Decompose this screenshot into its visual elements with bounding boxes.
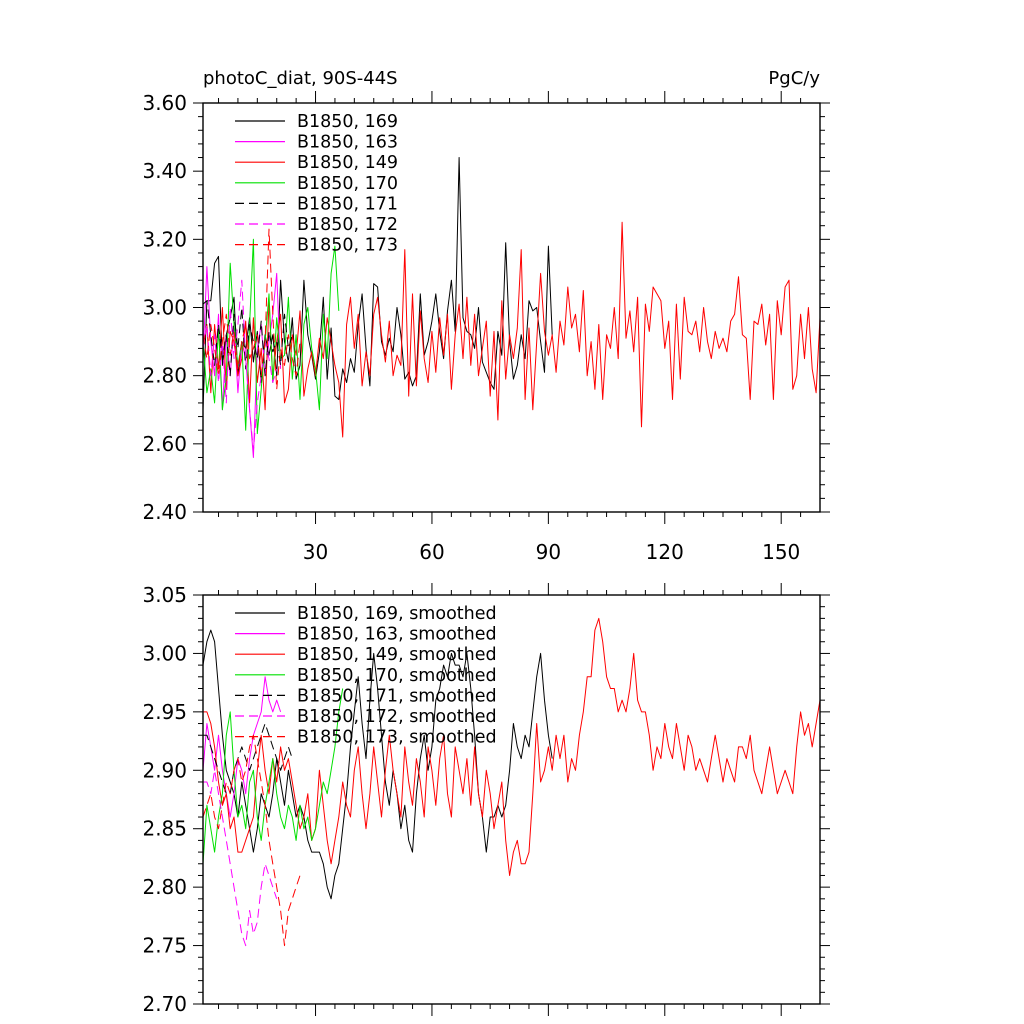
bottom-legend-label-4: B1850, 171, smoothed <box>297 686 497 706</box>
top-series-line-2 <box>203 221 820 438</box>
top-xtick-label-1: 60 <box>419 540 444 564</box>
bottom-ytick-label-1: 2.75 <box>142 934 187 958</box>
top-xtick-label-4: 150 <box>762 540 800 564</box>
top-ytick-label-1: 2.60 <box>142 432 187 456</box>
top-ytick-label-3: 3.00 <box>142 296 187 320</box>
figure-title-left: photoC_diat, 90S-44S <box>203 68 398 89</box>
bottom-ytick-label-4: 2.90 <box>142 758 187 782</box>
top-plot-frame <box>202 102 821 513</box>
bottom-series-line-0 <box>203 629 553 900</box>
top-ytick-label-4: 3.20 <box>142 227 187 251</box>
bottom-chart-axes: 2.70 2.75 2.80 2.85 2.90 2.95 3.00 3.05 <box>142 583 830 1016</box>
top-series-line-0 <box>203 157 553 410</box>
bottom-legend-label-2: B1850, 149, smoothed <box>297 645 497 665</box>
top-series-line-6 <box>203 228 301 390</box>
bottom-legend-label-6: B1850, 173, smoothed <box>297 728 497 748</box>
top-legend-label-5: B1850, 172 <box>297 215 398 235</box>
bottom-series-line-2 <box>203 617 820 876</box>
top-xtick-label-2: 90 <box>536 540 561 564</box>
top-legend-label-6: B1850, 173 <box>297 236 398 256</box>
top-legend-label-0: B1850, 169 <box>297 112 398 132</box>
bottom-legend-label-1: B1850, 163, smoothed <box>297 625 497 645</box>
bottom-chart-panel: 2.70 2.75 2.80 2.85 2.90 2.95 3.00 3.05 B1850, … <box>142 583 830 1016</box>
top-xtick-label-3: 120 <box>646 540 684 564</box>
bottom-chart-series-group <box>203 617 820 947</box>
top-series-line-4 <box>203 300 293 377</box>
top-chart-series-group <box>203 157 820 458</box>
top-legend-label-3: B1850, 170 <box>297 174 398 194</box>
bottom-legend-label-5: B1850, 172, smoothed <box>297 707 497 727</box>
bottom-plot-frame <box>202 594 821 1005</box>
bottom-series-line-3 <box>203 688 344 864</box>
top-legend-label-1: B1850, 163 <box>297 133 398 153</box>
bottom-ytick-label-7: 3.05 <box>142 583 187 607</box>
bottom-ytick-label-3: 2.85 <box>142 817 187 841</box>
top-series-line-5 <box>203 279 278 452</box>
top-chart-axes: 2.40 2.60 2.80 3.00 3.20 3.40 3.60 30 60 90 120 150 <box>142 91 830 564</box>
top-xtick-label-0: 30 <box>303 540 328 564</box>
top-series-line-3 <box>203 238 340 435</box>
top-legend-label-4: B1850, 171 <box>297 194 398 214</box>
top-chart-panel: 2.40 2.60 2.80 3.00 3.20 3.40 3.60 30 60 90 120 150… <box>142 91 830 564</box>
bottom-series-line-6 <box>203 734 301 947</box>
bottom-ytick-label-0: 2.70 <box>142 992 187 1016</box>
top-ytick-label-2: 2.80 <box>142 364 187 388</box>
top-legend-label-2: B1850, 149 <box>297 153 398 173</box>
bottom-series-line-5 <box>203 769 278 947</box>
bottom-ytick-label-2: 2.80 <box>142 875 187 899</box>
top-ytick-label-5: 3.40 <box>142 159 187 183</box>
bottom-ytick-label-6: 3.00 <box>142 641 187 665</box>
bottom-legend-label-3: B1850, 170, smoothed <box>297 666 497 686</box>
bottom-series-line-4 <box>203 723 293 795</box>
figure-title-right: PgC/y <box>768 68 820 89</box>
bottom-legend-label-0: B1850, 169, smoothed <box>297 604 497 624</box>
bottom-ytick-label-5: 2.95 <box>142 700 187 724</box>
top-ytick-label-0: 2.40 <box>142 500 187 524</box>
top-ytick-label-6: 3.60 <box>142 91 187 115</box>
